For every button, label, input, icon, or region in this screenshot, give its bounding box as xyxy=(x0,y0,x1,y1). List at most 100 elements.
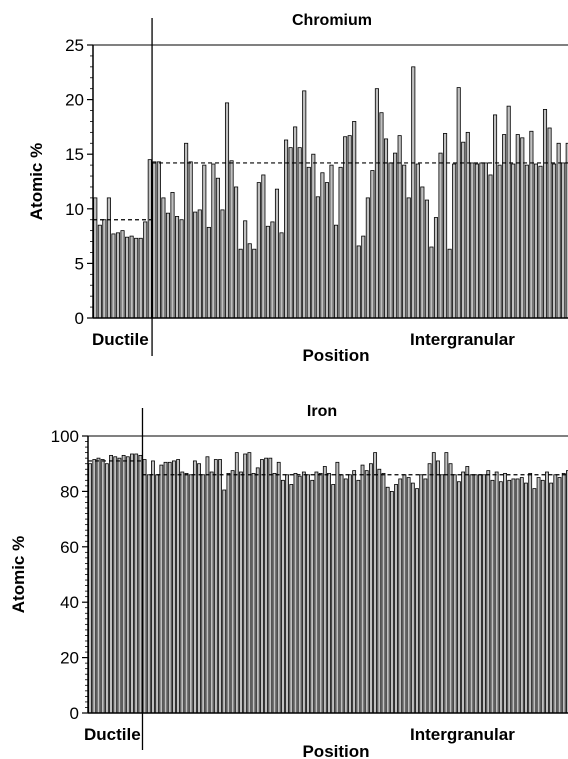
bar xyxy=(327,472,331,714)
y-tick-label: 100 xyxy=(51,427,79,446)
bar xyxy=(220,209,225,319)
bar xyxy=(452,163,457,319)
bar xyxy=(507,479,512,714)
y-tick-label: 25 xyxy=(65,36,84,55)
bar xyxy=(180,471,185,714)
bar xyxy=(230,470,235,714)
bar xyxy=(461,141,466,319)
chromium-chart: 0 5 10 15 20 25 Chromium Atomic % Ductile Intergr… xyxy=(27,12,568,365)
bar xyxy=(256,182,261,319)
bar xyxy=(297,475,302,714)
bar xyxy=(415,488,419,714)
bar xyxy=(511,478,516,714)
bar xyxy=(165,212,170,319)
bar xyxy=(276,461,281,714)
bar xyxy=(402,164,407,319)
bar xyxy=(201,474,206,714)
bar xyxy=(113,456,118,714)
bar xyxy=(306,166,311,319)
bar xyxy=(130,453,134,714)
bar xyxy=(552,163,557,319)
bar xyxy=(406,477,411,714)
y-tick-label: 20 xyxy=(65,91,84,110)
bar xyxy=(115,232,121,319)
bar xyxy=(167,461,172,714)
region-label-ductile: Ductile xyxy=(92,330,149,349)
bar xyxy=(234,452,239,714)
bar xyxy=(97,224,102,319)
bar xyxy=(423,478,428,714)
bar xyxy=(519,477,524,714)
bar xyxy=(251,472,256,714)
bar xyxy=(440,474,445,714)
bar xyxy=(315,196,320,319)
bar xyxy=(538,165,543,319)
bar xyxy=(433,217,439,319)
bar xyxy=(120,230,125,319)
bar xyxy=(431,452,436,714)
bar xyxy=(324,182,329,319)
bar xyxy=(339,474,344,714)
bar xyxy=(213,459,218,714)
bar xyxy=(329,164,334,319)
bar xyxy=(532,488,537,714)
bar xyxy=(175,216,180,319)
bar xyxy=(540,479,545,714)
bar xyxy=(429,246,434,319)
bar xyxy=(482,474,486,714)
bar xyxy=(493,114,498,319)
bar xyxy=(134,237,139,319)
bar xyxy=(553,474,558,714)
bar xyxy=(252,248,257,319)
bar xyxy=(301,471,306,714)
bar xyxy=(419,474,424,714)
bar xyxy=(497,164,502,319)
bar xyxy=(411,66,416,319)
bar xyxy=(202,164,207,319)
bar xyxy=(360,464,365,714)
bar xyxy=(306,474,310,714)
bar xyxy=(179,219,184,319)
bar xyxy=(370,170,375,319)
bar xyxy=(293,126,298,319)
bar xyxy=(102,219,107,319)
bar xyxy=(279,232,284,319)
bar xyxy=(385,486,390,714)
bar xyxy=(243,220,248,319)
bar xyxy=(402,474,407,714)
bar xyxy=(100,459,105,714)
bar xyxy=(206,226,211,319)
bar xyxy=(557,477,562,714)
y-tick-label: 10 xyxy=(65,200,84,219)
bar xyxy=(218,459,222,714)
bar xyxy=(285,474,289,714)
bar xyxy=(106,197,111,319)
x-axis-label: Position xyxy=(302,742,369,759)
bar xyxy=(343,136,348,319)
chart-title: Iron xyxy=(307,403,337,420)
bar xyxy=(188,161,193,319)
bar xyxy=(520,137,525,319)
bar xyxy=(556,142,561,319)
bar xyxy=(545,471,549,714)
bar xyxy=(170,192,175,319)
bar xyxy=(536,477,541,714)
bar xyxy=(143,221,148,319)
bar xyxy=(152,161,157,319)
bar xyxy=(503,472,507,714)
bar xyxy=(338,166,343,319)
bar xyxy=(474,163,479,319)
bar xyxy=(234,186,239,319)
bar xyxy=(111,233,116,319)
bar xyxy=(398,478,403,714)
bar xyxy=(457,481,461,714)
bar xyxy=(155,474,160,714)
bar xyxy=(448,463,453,714)
bar xyxy=(415,163,420,319)
bar xyxy=(247,452,252,714)
bar xyxy=(88,463,93,714)
bar xyxy=(284,139,289,319)
y-tick-label: 15 xyxy=(65,145,84,164)
bar xyxy=(374,88,379,319)
bar xyxy=(96,457,101,714)
